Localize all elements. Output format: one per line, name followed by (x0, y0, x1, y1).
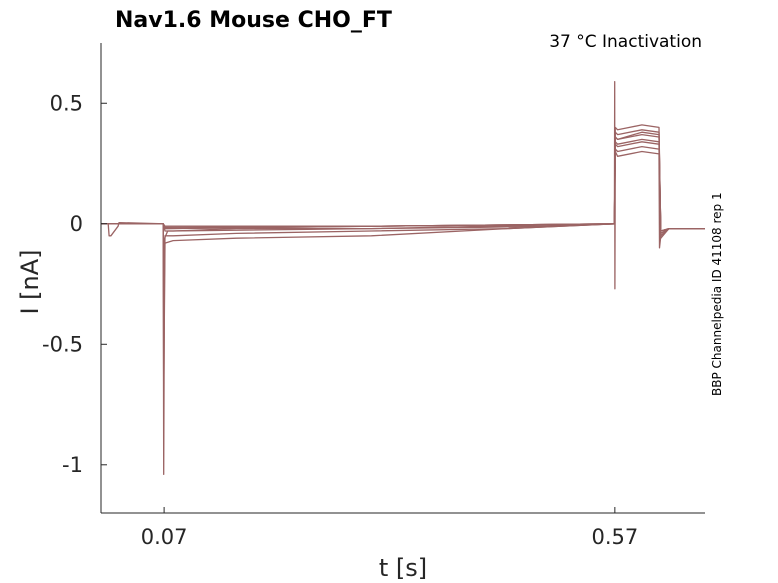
current-trace-1 (101, 80, 705, 476)
traces-group (101, 80, 705, 476)
x-axis-label: t [s] (379, 554, 427, 582)
y-tick-label: 0.5 (50, 91, 83, 115)
y-ticks-group: 0.5 0 -0.5 -1 (42, 91, 107, 477)
y-tick-label: -0.5 (42, 332, 83, 356)
x-tick-label: 0.07 (141, 525, 188, 549)
chart-title: Nav1.6 Mouse CHO_FT (115, 8, 392, 33)
y-tick-label: 0 (70, 212, 83, 236)
current-trace-8 (101, 131, 705, 232)
x-ticks-group: 0.07 0.57 (141, 507, 638, 549)
y-axis-label: I [nA] (16, 249, 44, 314)
chart-annotation: 37 °C Inactivation (549, 32, 702, 52)
x-tick-label: 0.57 (591, 525, 638, 549)
channelpedia-id-note: BBP Channelpedia ID 41108 rep 1 (710, 192, 724, 396)
y-tick-label: -1 (62, 453, 83, 477)
